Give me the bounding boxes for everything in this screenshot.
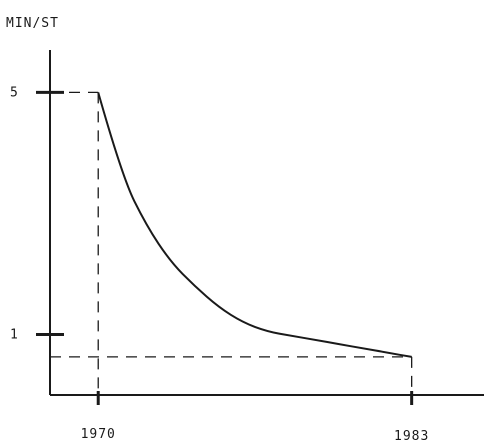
y-tick-label-5: 5 bbox=[10, 85, 19, 100]
y-tick-label-1: 1 bbox=[10, 327, 19, 342]
y-axis-label: MIN/ST bbox=[6, 16, 59, 31]
x-tick-label-1983: 1983 bbox=[394, 429, 429, 444]
x-tick-label-1970: 1970 bbox=[81, 427, 116, 442]
series-line bbox=[97, 92, 412, 358]
